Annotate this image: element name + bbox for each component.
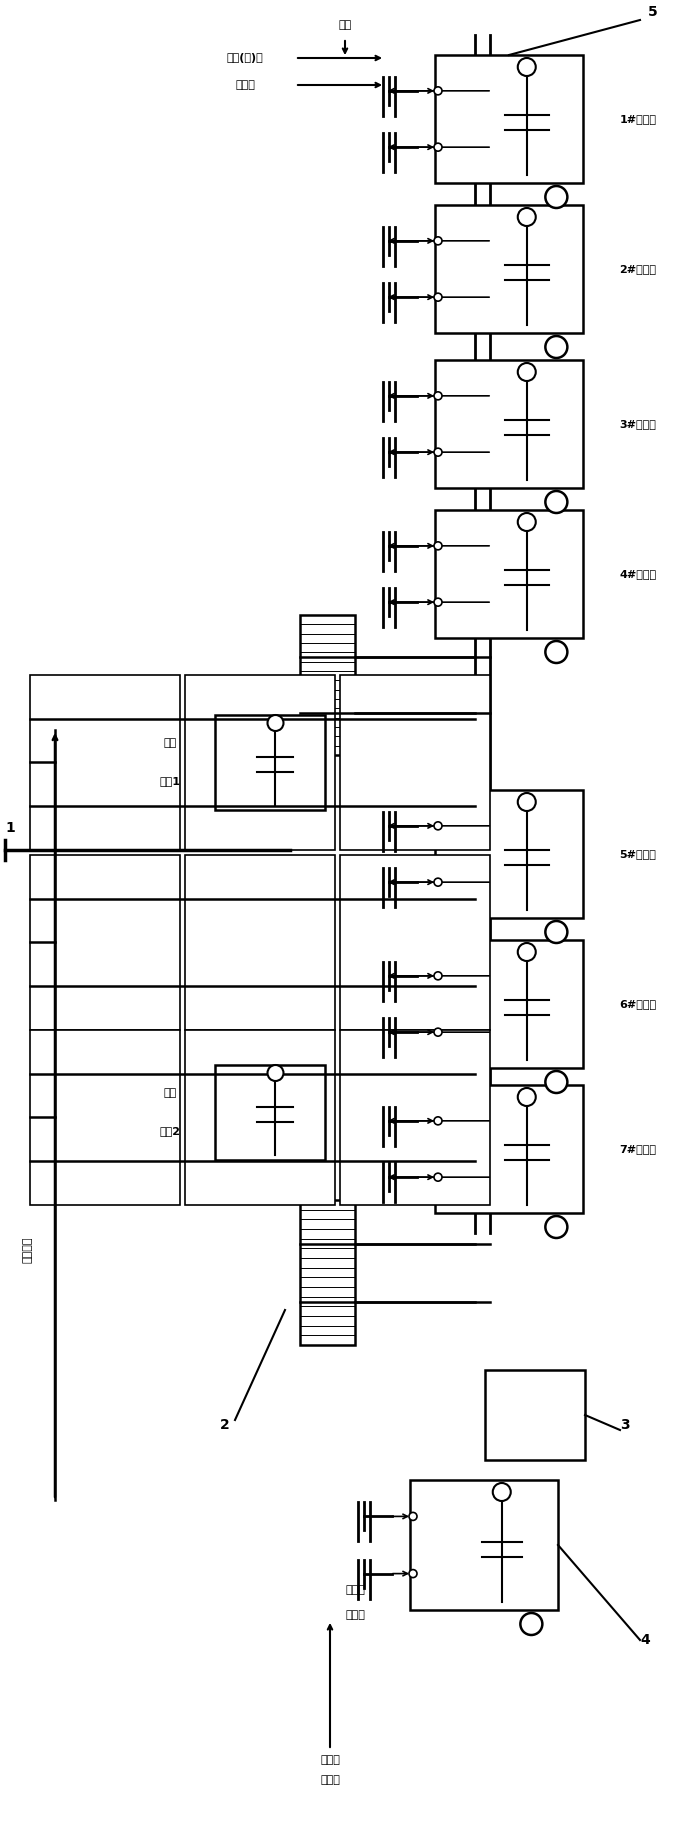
Text: 消除液: 消除液 xyxy=(235,81,255,90)
Circle shape xyxy=(434,822,442,829)
Bar xyxy=(435,941,583,1069)
Bar xyxy=(215,716,325,811)
Text: 4#除铁槽: 4#除铁槽 xyxy=(620,569,657,578)
Text: 石灰(碱)乳: 石灰(碱)乳 xyxy=(227,53,264,62)
Circle shape xyxy=(409,1570,417,1577)
Text: 混合: 混合 xyxy=(163,1089,177,1098)
Text: 赋工液: 赋工液 xyxy=(320,1775,340,1784)
Bar xyxy=(185,675,335,849)
Bar xyxy=(435,55,583,183)
Bar xyxy=(300,1200,355,1345)
Bar xyxy=(435,1085,583,1213)
Text: 3#除铁槽: 3#除铁槽 xyxy=(620,419,657,428)
Circle shape xyxy=(518,362,536,381)
Bar xyxy=(300,615,355,756)
Circle shape xyxy=(545,920,568,942)
Text: 2: 2 xyxy=(220,1418,230,1433)
Circle shape xyxy=(434,86,442,95)
Circle shape xyxy=(409,1512,417,1521)
Text: 米罗泵: 米罗泵 xyxy=(345,1585,365,1596)
Circle shape xyxy=(518,59,536,77)
Circle shape xyxy=(493,1482,511,1501)
Bar xyxy=(340,1030,490,1204)
Text: 3: 3 xyxy=(620,1418,630,1433)
Circle shape xyxy=(518,209,536,225)
Circle shape xyxy=(545,640,568,662)
Circle shape xyxy=(434,236,442,245)
Text: 第一段: 第一段 xyxy=(320,1755,340,1764)
Circle shape xyxy=(434,392,442,399)
Text: 压缩空气: 压缩空气 xyxy=(23,1237,33,1263)
Text: 1: 1 xyxy=(5,822,15,834)
Circle shape xyxy=(518,512,536,531)
Circle shape xyxy=(545,1215,568,1239)
Circle shape xyxy=(434,878,442,886)
Text: 米罗泵: 米罗泵 xyxy=(345,1610,365,1620)
Bar xyxy=(30,855,180,1030)
Bar xyxy=(340,855,490,1030)
Bar xyxy=(435,791,583,919)
Circle shape xyxy=(434,598,442,606)
Bar xyxy=(435,205,583,333)
Circle shape xyxy=(434,1028,442,1036)
Text: 余液: 余液 xyxy=(339,20,352,29)
Text: 2#除铁槽: 2#除铁槽 xyxy=(620,264,657,274)
Text: 5#除铁槽: 5#除铁槽 xyxy=(620,849,657,858)
Text: 6#除铁槽: 6#除铁槽 xyxy=(620,999,657,1008)
Circle shape xyxy=(434,448,442,456)
Bar xyxy=(435,361,583,489)
Text: 混合: 混合 xyxy=(163,739,177,748)
Circle shape xyxy=(545,337,568,359)
Bar xyxy=(435,511,583,639)
Circle shape xyxy=(434,972,442,979)
Bar xyxy=(30,675,180,849)
Text: 1#除铁槽: 1#除铁槽 xyxy=(620,113,657,124)
Circle shape xyxy=(434,542,442,549)
Bar xyxy=(185,855,335,1030)
Bar xyxy=(215,1065,325,1160)
Bar xyxy=(185,1030,335,1204)
Bar xyxy=(340,675,490,849)
Bar xyxy=(485,1371,585,1460)
Circle shape xyxy=(434,293,442,302)
Text: 7#除铁槽: 7#除铁槽 xyxy=(620,1144,657,1155)
Circle shape xyxy=(267,1065,284,1082)
Circle shape xyxy=(545,1071,568,1093)
Text: 流量2: 流量2 xyxy=(160,1127,180,1136)
Bar xyxy=(30,1030,180,1204)
Text: 4: 4 xyxy=(640,1632,650,1647)
Circle shape xyxy=(267,716,284,730)
Circle shape xyxy=(520,1612,542,1634)
Circle shape xyxy=(434,1173,442,1180)
Circle shape xyxy=(518,1089,536,1105)
Text: 流量1: 流量1 xyxy=(160,776,180,787)
Circle shape xyxy=(545,187,568,209)
Circle shape xyxy=(518,942,536,961)
Circle shape xyxy=(518,792,536,811)
Bar xyxy=(410,1480,558,1610)
Text: 5: 5 xyxy=(648,5,658,18)
Circle shape xyxy=(545,490,568,512)
Circle shape xyxy=(434,143,442,152)
Circle shape xyxy=(434,1116,442,1125)
